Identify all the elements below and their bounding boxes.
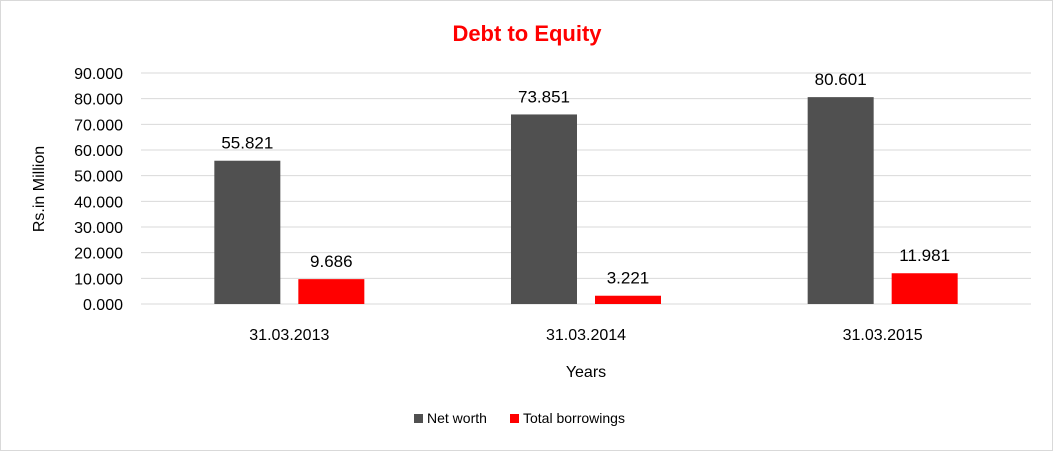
data-label: 3.221	[607, 269, 650, 288]
chart-title: Debt to Equity	[452, 21, 602, 46]
y-axis-ticks: 0.000 10.000 20.000 30.000 40.000 50.000 60.00…	[74, 66, 123, 314]
gridlines	[141, 72, 1031, 305]
x-tick-label: 31.03.2015	[843, 327, 923, 344]
y-tick-label: 40.000	[74, 194, 123, 211]
y-axis-title: Rs.in Million	[31, 146, 48, 232]
x-axis-title: Years	[566, 364, 606, 381]
y-tick-label: 20.000	[74, 246, 123, 263]
legend: Net worth Total borrowings	[414, 410, 625, 426]
y-tick-label: 10.000	[74, 271, 123, 288]
data-label: 80.601	[815, 70, 867, 89]
y-tick-label: 70.000	[74, 117, 123, 134]
data-label: 11.981	[899, 246, 950, 265]
y-tick-label: 60.000	[74, 143, 123, 160]
bar-net-worth	[511, 114, 577, 304]
bar-total-borrowings	[298, 279, 365, 304]
legend-swatch	[414, 414, 423, 423]
y-tick-label: 50.000	[74, 169, 123, 186]
x-tick-label: 31.03.2014	[546, 327, 626, 344]
x-tick-label: 31.03.2013	[249, 327, 329, 344]
x-axis-ticks: 31.03.2013 31.03.2014 31.03.2015	[249, 327, 923, 344]
y-tick-label: 80.000	[74, 92, 123, 109]
y-tick-label: 30.000	[74, 220, 123, 237]
y-tick-label: 0.000	[83, 297, 123, 314]
data-label: 9.686	[310, 252, 353, 271]
bars	[214, 97, 958, 304]
bar-total-borrowings	[891, 273, 958, 304]
data-label: 73.851	[518, 87, 570, 106]
data-label: 55.821	[221, 134, 273, 153]
legend-label: Total borrowings	[523, 410, 625, 426]
legend-label: Net worth	[427, 410, 487, 426]
y-tick-label: 90.000	[74, 66, 123, 83]
bar-net-worth	[214, 160, 281, 304]
data-labels: 55.821 9.686 73.851 3.221 80.601 11.981	[221, 70, 950, 288]
legend-swatch	[510, 414, 519, 423]
bar-total-borrowings	[595, 295, 661, 304]
bar-net-worth	[807, 97, 874, 304]
